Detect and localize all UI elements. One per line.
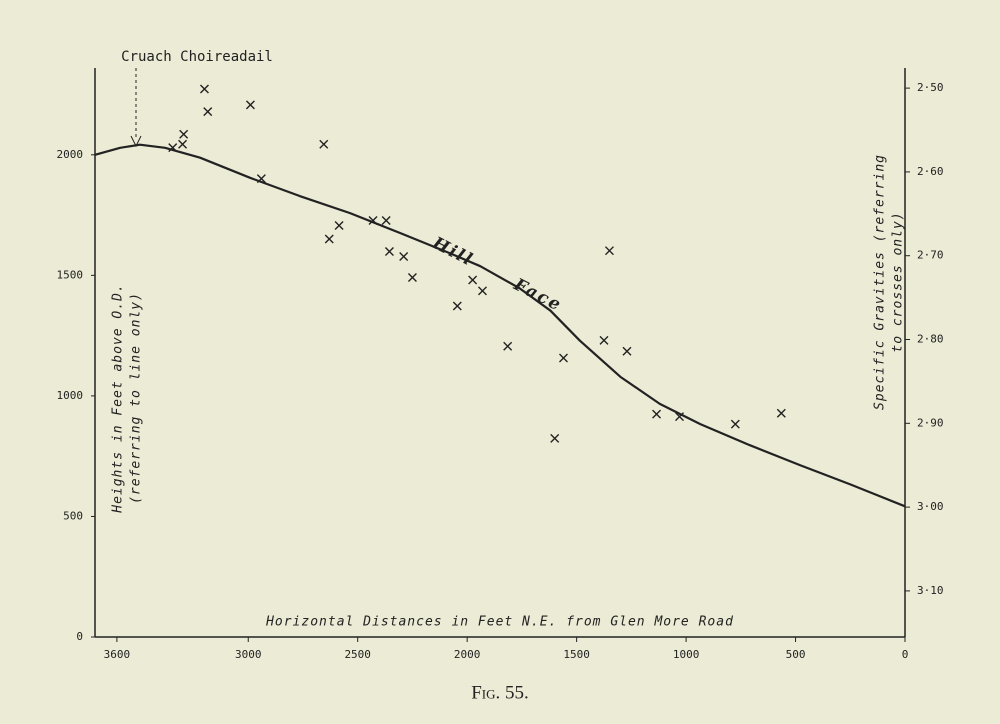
cross — [368, 216, 378, 226]
cross-stroke — [334, 221, 344, 231]
cross-stroke — [550, 433, 560, 443]
cross — [319, 139, 329, 149]
x-tick-label: 3000 — [235, 648, 262, 661]
cross-stroke — [368, 216, 378, 226]
x-tick-label: 500 — [786, 648, 806, 661]
cross-stroke — [599, 335, 609, 345]
cross-stroke — [384, 247, 394, 257]
cross-stroke — [381, 216, 391, 226]
cross — [477, 286, 487, 296]
cross-stroke — [776, 408, 786, 418]
y-tick-label: 1000 — [57, 389, 84, 402]
y2-axis-label: to crosses only) — [891, 211, 906, 352]
cross-stroke — [675, 412, 685, 422]
y-axis-label: Heights in Feet above O.D. — [111, 283, 126, 514]
cross — [652, 409, 662, 419]
cross — [256, 174, 266, 184]
cross — [558, 353, 568, 363]
cross — [468, 275, 478, 285]
y-tick-label: 2000 — [57, 148, 84, 161]
cross-stroke — [652, 409, 662, 419]
cross — [452, 301, 462, 311]
cross-stroke — [203, 107, 213, 117]
x-tick-label: 2500 — [344, 648, 371, 661]
cross — [550, 433, 560, 443]
y2-tick-label: 2·90 — [917, 416, 944, 429]
y2-axis-label: Specific Gravities (referring — [873, 154, 888, 410]
cross — [399, 252, 409, 262]
cross — [599, 335, 609, 345]
cross-stroke — [452, 301, 462, 311]
x-tick-label: 0 — [902, 648, 909, 661]
cross-stroke — [199, 84, 209, 94]
cross — [381, 216, 391, 226]
x-axis-label: Horizontal Distances in Feet N.E. from G… — [265, 615, 734, 630]
y2-tick-label: 2·70 — [917, 249, 944, 262]
cross — [407, 273, 417, 282]
cross — [334, 221, 344, 231]
y2-tick-label: 2·50 — [917, 81, 944, 94]
x-tick-label: 1500 — [563, 648, 590, 661]
cross — [199, 84, 209, 94]
cross — [604, 246, 614, 256]
cross — [675, 412, 685, 422]
cross-stroke — [324, 234, 334, 244]
cross — [203, 107, 213, 117]
y-tick-label: 500 — [63, 509, 83, 522]
cross — [168, 143, 178, 153]
cross — [622, 346, 632, 356]
cross-stroke — [256, 174, 266, 184]
x-tick-label: 3600 — [104, 648, 131, 661]
y2-tick-label: 3·10 — [917, 584, 944, 597]
cross-stroke — [178, 139, 188, 149]
caption: Fig. 55. — [471, 682, 529, 703]
cross-stroke — [168, 143, 178, 153]
peak-label: Cruach Choireadail — [121, 49, 273, 65]
x-tick-label: 2000 — [454, 648, 481, 661]
cross — [384, 247, 394, 257]
cross — [730, 419, 740, 429]
cross-stroke — [468, 275, 478, 285]
cross — [245, 100, 255, 110]
cross-stroke — [477, 286, 487, 296]
cross — [178, 139, 188, 149]
y2-tick-label: 2·60 — [917, 165, 944, 178]
x-tick-label: 1000 — [673, 648, 700, 661]
cross-stroke — [604, 246, 614, 256]
cross — [179, 129, 189, 139]
cross-stroke — [558, 353, 568, 363]
y-tick-label: 1500 — [57, 268, 84, 281]
cross-stroke — [245, 100, 255, 110]
y-axis-label: (referring to line only) — [129, 292, 144, 504]
cross-stroke — [622, 346, 632, 356]
cross — [503, 341, 513, 351]
cross — [776, 408, 786, 418]
cross-stroke — [319, 139, 329, 149]
cross — [324, 234, 334, 244]
cross-stroke — [399, 252, 409, 262]
cross-stroke — [503, 341, 513, 351]
y2-tick-label: 3·00 — [917, 500, 944, 513]
cross-stroke — [730, 419, 740, 429]
cross-stroke — [179, 129, 189, 139]
height-curve — [94, 143, 906, 508]
y2-tick-label: 2·80 — [917, 333, 944, 346]
y-tick-label: 0 — [76, 630, 83, 643]
cross-stroke — [407, 273, 417, 282]
